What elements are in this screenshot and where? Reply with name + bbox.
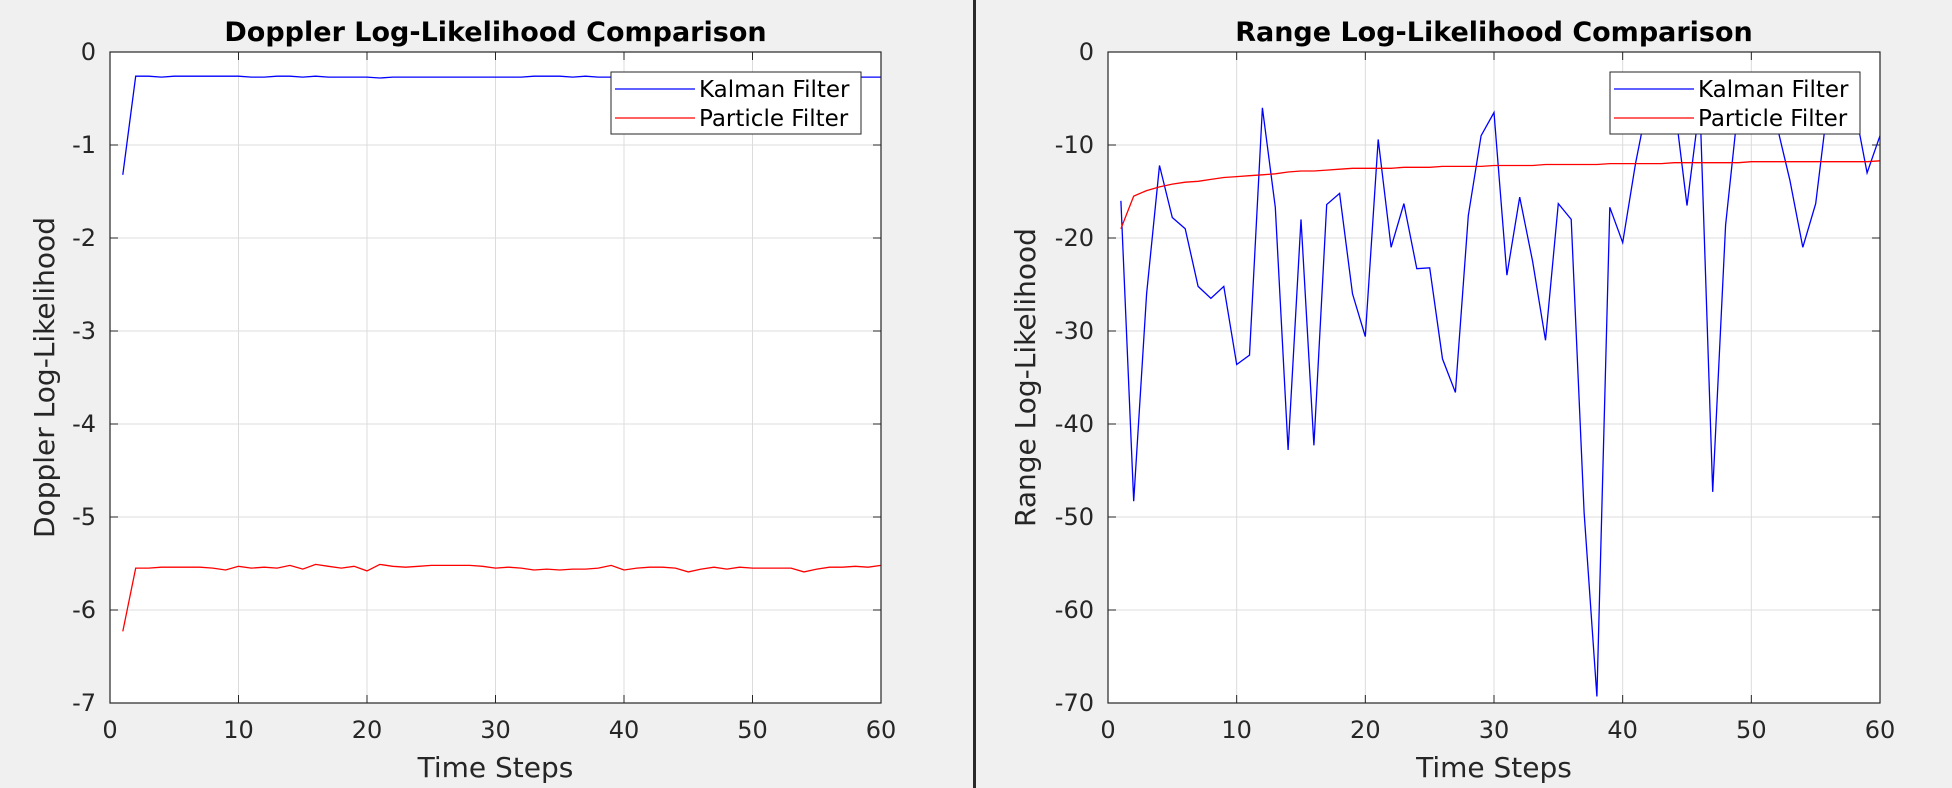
y-tick-label: -20: [1055, 224, 1094, 252]
y-tick-label: -5: [72, 503, 96, 531]
x-tick-label: 10: [1221, 716, 1252, 744]
y-tick-label: -2: [72, 224, 96, 252]
x-tick-label: 50: [737, 716, 768, 744]
chart-title: Range Log-Likelihood Comparison: [1235, 17, 1753, 48]
x-tick-label: 10: [223, 716, 254, 744]
x-axis-label: Time Steps: [417, 751, 574, 784]
x-tick-label: 40: [609, 716, 640, 744]
y-tick-label: -7: [72, 689, 96, 717]
y-tick-label: 0: [81, 38, 96, 66]
x-tick-label: 0: [102, 716, 117, 744]
x-tick-label: 20: [1350, 716, 1381, 744]
x-tick-label: 30: [480, 716, 511, 744]
legend-entry: Particle Filter: [1698, 106, 1848, 132]
x-tick-label: 60: [866, 716, 897, 744]
legend-box: [1609, 71, 1861, 135]
x-tick-label: 50: [1736, 716, 1767, 744]
legend: Kalman Filter Particle Filter: [610, 71, 862, 135]
legend-entry: Particle Filter: [699, 106, 849, 132]
figure-divider: [973, 0, 976, 788]
x-tick-label: 20: [352, 716, 383, 744]
series-line-particle: [122, 563, 882, 632]
x-tick-label: 0: [1100, 716, 1115, 744]
legend-box: [610, 71, 862, 135]
chart-title: Doppler Log-Likelihood Comparison: [224, 17, 766, 48]
series-line-particle: [1120, 160, 1881, 229]
y-tick-label: -70: [1055, 689, 1094, 717]
y-tick-label: -30: [1055, 317, 1094, 345]
y-tick-label: -50: [1055, 503, 1094, 531]
x-tick-label: 30: [1479, 716, 1510, 744]
x-tick-label: 40: [1607, 716, 1638, 744]
y-tick-label: -60: [1055, 596, 1094, 624]
y-tick-label: -1: [72, 131, 96, 159]
y-axis-label: Range Log-Likelihood: [1009, 228, 1042, 527]
legend: Kalman Filter Particle Filter: [1609, 71, 1861, 135]
x-tick-label: 60: [1865, 716, 1896, 744]
y-tick-label: -4: [72, 410, 96, 438]
legend-entry: Kalman Filter: [699, 77, 850, 103]
y-axis-label: Doppler Log-Likelihood: [28, 217, 61, 538]
y-tick-label: -3: [72, 317, 96, 345]
x-axis-label: Time Steps: [1415, 751, 1572, 784]
y-tick-label: 0: [1079, 38, 1094, 66]
y-tick-label: -10: [1055, 131, 1094, 159]
legend-entry: Kalman Filter: [1698, 77, 1849, 103]
y-tick-label: -40: [1055, 410, 1094, 438]
y-tick-label: -6: [72, 596, 96, 624]
